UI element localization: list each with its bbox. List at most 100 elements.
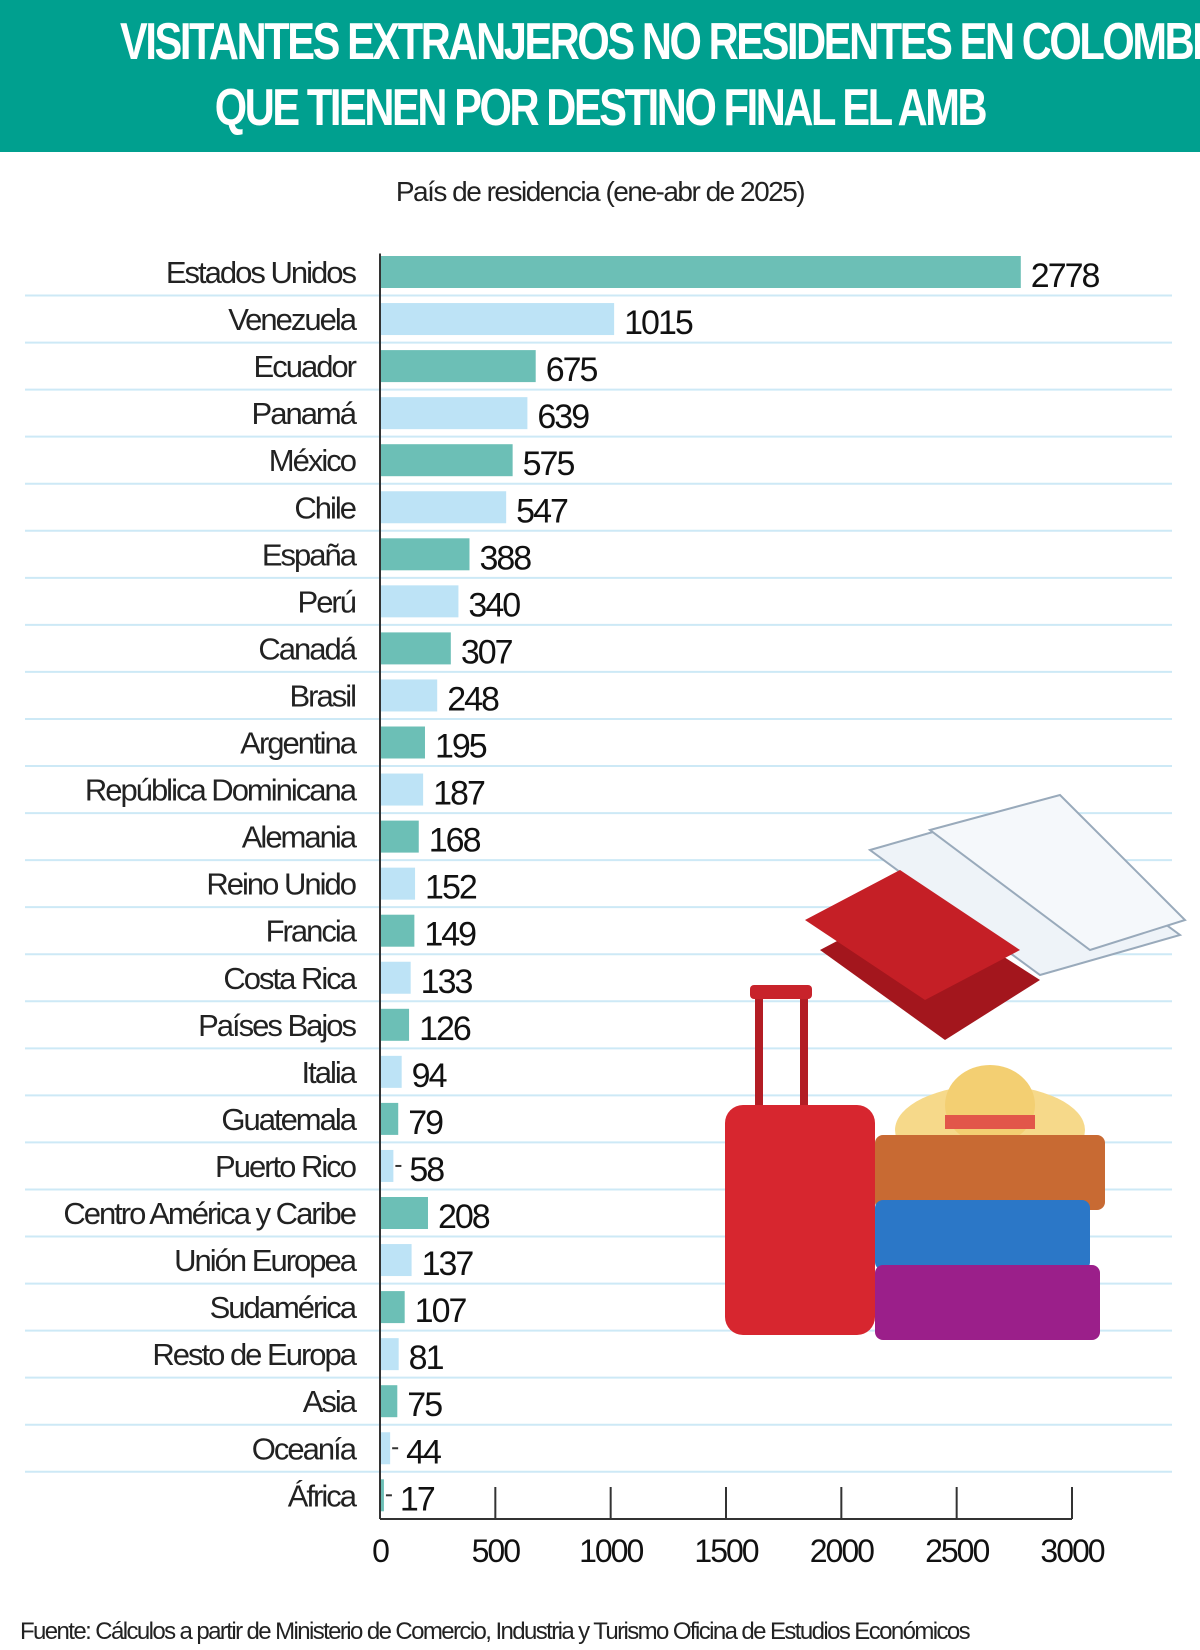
bar: [380, 820, 419, 853]
x-tick-label: 1500: [694, 1533, 758, 1569]
category-label: Costa Rica: [223, 961, 357, 996]
bar: [380, 1102, 399, 1135]
category-label: Reino Unido: [206, 867, 355, 902]
value-label: 94: [412, 1057, 447, 1095]
bar: [380, 1291, 405, 1324]
category-label: España: [262, 537, 358, 572]
category-label: Países Bajos: [198, 1008, 356, 1043]
value-label: 149: [424, 916, 476, 954]
value-label: 58: [409, 1151, 444, 1189]
bar: [380, 679, 438, 712]
chart-subtitle: País de residencia (ene-abr de 2025): [395, 176, 806, 207]
category-label: República Dominicana: [85, 773, 358, 808]
bar: [380, 1055, 402, 1088]
bar: [380, 914, 415, 947]
category-label: México: [269, 443, 356, 478]
category-label: Puerto Rico: [215, 1149, 356, 1184]
value-label: 152: [425, 869, 477, 907]
value-label: 575: [523, 445, 575, 483]
header-banner: VISITANTES EXTRANJEROS NO RESIDENTES EN …: [0, 0, 1200, 152]
value-label: 2778: [1031, 257, 1100, 295]
value-label: 187: [433, 775, 485, 813]
category-label: Perú: [298, 584, 356, 619]
value-label: 75: [407, 1386, 442, 1424]
category-label: Guatemala: [221, 1102, 357, 1137]
x-tick-label: 2500: [925, 1533, 989, 1569]
category-label: Canadá: [258, 631, 357, 666]
bar: [380, 538, 470, 571]
x-axis: 0 500 1000 1500 2000 2500 3000: [372, 253, 1107, 1569]
bar: [380, 726, 425, 759]
bar: [380, 1008, 410, 1041]
value-label: 81: [409, 1339, 444, 1377]
value-label: 44: [406, 1433, 441, 1471]
category-label: Venezuela: [228, 302, 358, 337]
passport-icon: [805, 870, 1040, 1040]
category-label: Panamá: [252, 396, 358, 431]
category-label: Chile: [294, 490, 355, 525]
bar: [380, 491, 507, 524]
category-label: Francia: [266, 914, 358, 949]
value-label: 1015: [624, 304, 693, 342]
category-label: Oceanía: [252, 1431, 358, 1466]
category-label: Sudamérica: [210, 1290, 358, 1325]
bar: [380, 961, 411, 994]
value-label: 675: [546, 351, 598, 389]
suitcase-icon: [725, 985, 1105, 1340]
category-label: Estados Unidos: [166, 255, 357, 290]
category-label: Unión Europea: [174, 1243, 358, 1278]
value-label: 126: [419, 1010, 471, 1048]
x-tick-label: 3000: [1040, 1533, 1104, 1569]
bar: [380, 867, 416, 900]
value-label: 547: [516, 492, 568, 530]
bar: [380, 1385, 398, 1418]
bar: [380, 585, 459, 618]
category-label: Italia: [302, 1055, 358, 1090]
bar: [380, 397, 528, 430]
travel-illustration: [725, 793, 1187, 1340]
source-note: Fuente: Cálculos a partir de Ministerio …: [20, 1618, 971, 1645]
value-label: 195: [435, 728, 487, 766]
x-tick-label: 2000: [810, 1533, 874, 1569]
x-tick-label: 500: [472, 1533, 521, 1569]
category-label: Alemania: [242, 820, 358, 855]
title-line-1: VISITANTES EXTRANJEROS NO RESIDENTES EN …: [120, 13, 1200, 71]
bar: [380, 773, 424, 806]
boarding-pass-icon: [867, 793, 1187, 977]
value-label: 168: [429, 822, 481, 860]
value-label: 307: [461, 633, 513, 671]
gridlines: [25, 294, 1172, 1473]
category-label: Brasil: [289, 678, 355, 713]
x-tick-label: 0: [372, 1533, 389, 1569]
value-label: 17: [400, 1480, 435, 1518]
x-tick-label: 1000: [579, 1533, 643, 1569]
value-label: 137: [422, 1245, 474, 1283]
value-label: 388: [479, 539, 531, 577]
value-label: 208: [438, 1198, 490, 1236]
bar: [380, 632, 451, 665]
category-label: Ecuador: [254, 349, 357, 384]
category-label: Resto de Europa: [152, 1337, 357, 1372]
value-label: 639: [537, 398, 589, 436]
value-label: 340: [468, 586, 520, 624]
value-label: 248: [447, 680, 499, 718]
bar: [380, 350, 536, 383]
bar: [380, 303, 615, 336]
value-label: 107: [415, 1292, 467, 1330]
bar: [380, 1197, 428, 1229]
category-label: África: [288, 1478, 358, 1513]
category-label: Asia: [303, 1384, 358, 1419]
bar: [380, 1338, 399, 1371]
bar: [380, 1244, 412, 1277]
category-label: Argentina: [240, 726, 357, 761]
bar: [380, 1479, 384, 1512]
bar: [380, 1432, 391, 1465]
title-line-2: QUE TIENEN POR DESTINO FINAL EL AMB: [214, 79, 988, 137]
bar: [380, 1149, 394, 1182]
bar: [380, 256, 1021, 288]
bar: [380, 444, 513, 477]
value-label: 79: [408, 1104, 443, 1142]
category-label: Centro América y Caribe: [63, 1196, 355, 1231]
